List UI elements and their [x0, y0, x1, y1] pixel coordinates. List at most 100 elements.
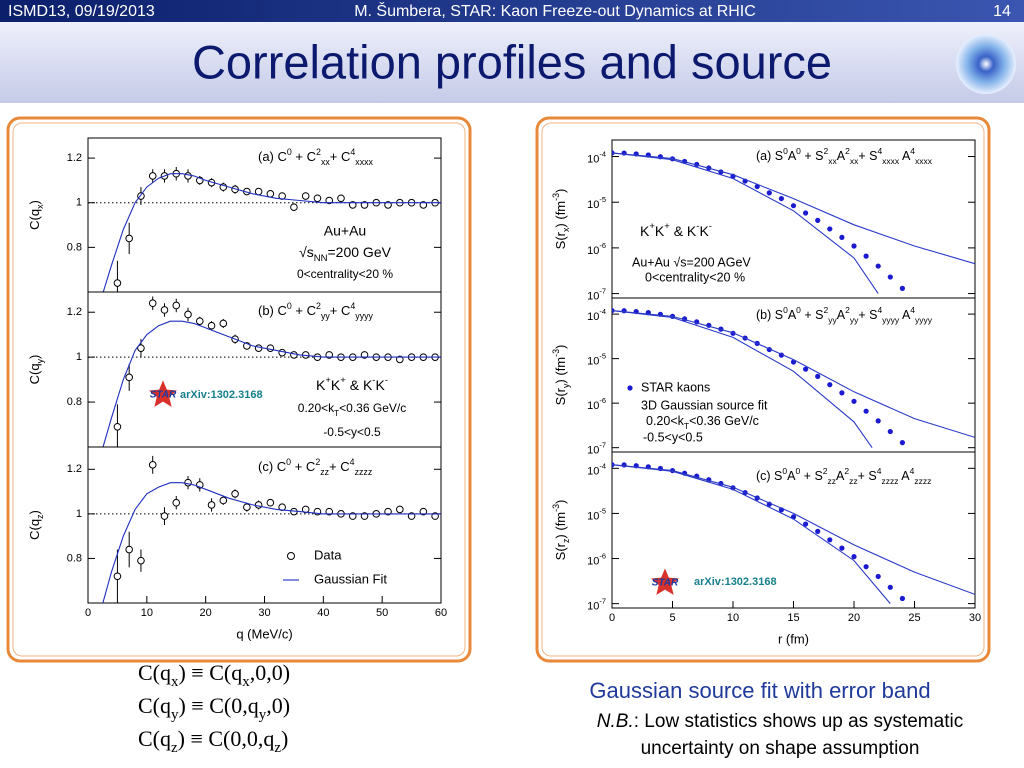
- y-tick-label: 1.2: [67, 306, 82, 318]
- slide-title: Correlation profiles and source: [192, 35, 832, 88]
- text-part: √s: [299, 244, 314, 260]
- fit-line: [612, 310, 873, 449]
- annotation: (a) S0A0 + S2xxA2xx+ S4xxxx A4xxxx: [756, 146, 933, 166]
- text-part: A: [837, 149, 846, 163]
- text-part: 10: [587, 555, 599, 567]
- text-part: C(q: [138, 726, 171, 751]
- x-tick-label: 60: [435, 607, 447, 619]
- text-part: -6: [599, 552, 606, 561]
- text-part: 10: [587, 311, 599, 323]
- data-point: [184, 478, 192, 487]
- text-part: x: [242, 674, 250, 690]
- text-part: yy: [850, 315, 859, 325]
- text-part: 10: [587, 245, 599, 257]
- header-center: M. Šumbera, STAR: Kaon Freeze-out Dynami…: [354, 1, 756, 20]
- text-part: 0.20<k: [646, 414, 685, 428]
- text-part: +: [649, 221, 655, 232]
- text-part: zz: [828, 476, 837, 486]
- text-part: C(q: [138, 660, 171, 685]
- text-part: -: [696, 221, 699, 232]
- y-tick-label: 0.8: [67, 396, 82, 408]
- text-part: S(r: [553, 387, 568, 405]
- text-part: xxxx: [915, 156, 933, 166]
- legend-symbol: [287, 552, 295, 560]
- y-tick-label: 10-5: [587, 352, 606, 367]
- text-part: 10: [587, 445, 599, 457]
- text-part: z: [274, 740, 281, 756]
- text-part: yyyy: [355, 311, 373, 321]
- text-part: + C: [329, 459, 350, 474]
- text-part: & K: [346, 377, 373, 393]
- left-chart-box-inner: [12, 122, 466, 657]
- text-part: 4: [877, 146, 882, 156]
- text-part: T: [684, 421, 689, 431]
- annotation: (b) S0A0 + S2yyA2yy+ S4yyyy A4yyyy: [756, 305, 933, 325]
- data-point: [301, 192, 310, 200]
- text-part: xx: [850, 156, 859, 166]
- text-part: +: [340, 375, 346, 386]
- text-part: 10: [587, 601, 599, 613]
- text-part: -5: [599, 352, 606, 361]
- data-point: [851, 398, 857, 404]
- fit-line: [102, 320, 441, 447]
- data-point: [851, 243, 857, 249]
- text-part: + C: [330, 149, 351, 164]
- text-part: C(q: [27, 363, 42, 384]
- y-tick-label: 0.8: [67, 241, 82, 253]
- y-tick-label: 1: [76, 197, 82, 209]
- text-part: 4: [910, 305, 915, 315]
- data-point: [337, 194, 345, 203]
- panel: 0.8 1 1.2 C(qy): [27, 291, 442, 448]
- text-part: 10: [587, 356, 599, 368]
- text-part: (a) C: [258, 149, 287, 164]
- text-part: K: [699, 223, 709, 239]
- definition: C(qz) ≡ C(0,0,qz): [138, 726, 288, 756]
- text-part: <0.36 GeV/c: [689, 414, 759, 428]
- text-part: -5: [599, 196, 606, 205]
- text-part: ) ≡ C(0,0,q: [178, 726, 275, 751]
- data-point: [875, 418, 881, 424]
- y-tick-label: 10-7: [587, 597, 606, 612]
- text-part: A: [788, 308, 797, 322]
- data-point: [863, 408, 869, 414]
- text-part: 2: [316, 301, 321, 311]
- y-tick-label: 1: [76, 351, 82, 363]
- text-part: y: [35, 358, 45, 363]
- annotation: Au+Au: [324, 223, 366, 239]
- x-tick-label: 20: [200, 607, 212, 619]
- panel: 0.811.20 10 20 30 40 50 60q (MeV/c)C(qz)DataGa…: [27, 446, 447, 641]
- data-point: [125, 373, 133, 382]
- right-chart-box: [535, 116, 991, 663]
- data-point: [254, 344, 263, 352]
- text-part: =200 GeV: [328, 244, 392, 260]
- y-axis-label: S(rz) (fm-3): [551, 500, 571, 561]
- text-part: : Low statistics shows up as systematic: [634, 711, 963, 732]
- text-part: ) (fm: [553, 512, 568, 539]
- data-point: [278, 348, 286, 357]
- x-tick-label: 0: [85, 607, 91, 619]
- text-part: -6: [599, 397, 606, 406]
- text-part: A: [787, 469, 796, 483]
- data-point: [113, 422, 122, 431]
- data-point: [290, 203, 298, 211]
- text-part: ): [27, 510, 42, 514]
- text-part: A: [898, 469, 910, 483]
- text-part: -: [385, 375, 388, 386]
- y-tick-label: 10-5: [587, 507, 606, 522]
- text-part: (c) C: [258, 459, 286, 474]
- text-part: K: [331, 377, 341, 393]
- x-tick-label: 40: [317, 607, 329, 619]
- text-part: -5: [599, 507, 606, 516]
- data-point: [875, 263, 881, 269]
- text-part: + S: [800, 469, 823, 483]
- fit-line: [612, 464, 891, 604]
- annotation: (b) C0 + C2yy+ C4yyyy: [258, 301, 374, 321]
- x-axis-label: r (fm): [778, 631, 809, 646]
- text-part: 4: [877, 305, 882, 315]
- text-part: ): [27, 355, 42, 359]
- definition: C(qy) ≡ C(0,qy,0): [138, 693, 290, 723]
- data-point: [184, 172, 192, 180]
- y-tick-label: 1.2: [67, 463, 82, 475]
- text-part: S(r: [553, 231, 568, 249]
- text-part: (b) S: [756, 308, 783, 322]
